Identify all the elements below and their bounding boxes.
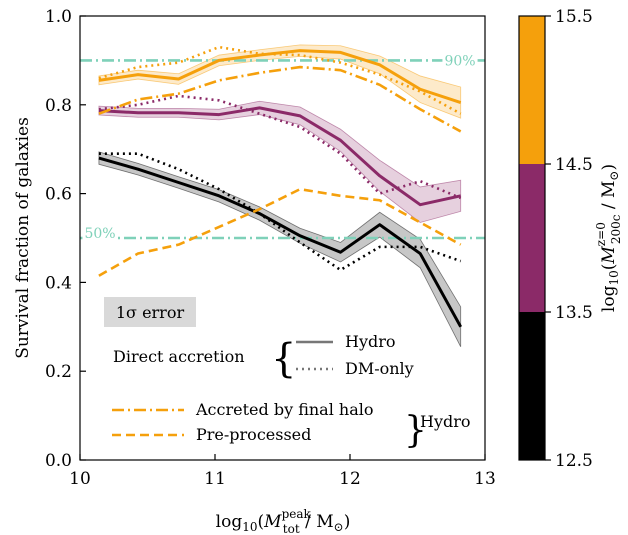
series-line-14.5-15.5-dashdot	[98, 65, 462, 133]
series-line-pre-processed-dashed	[98, 187, 462, 277]
series-line-13.5-14.5-solid	[98, 106, 462, 207]
error-legend-label: 1σ error	[116, 303, 185, 322]
colorbar-ticks: 12.5 13.5 14.5 15.5	[545, 7, 593, 471]
series-line-14.5-15.5-dotted	[98, 45, 462, 115]
error-band-0	[98, 151, 462, 347]
direct-accretion-brace: {	[271, 336, 296, 382]
colorbar-tick-label-0: 12.5	[555, 451, 593, 471]
colorbar-tick-label-3: 15.5	[555, 7, 593, 27]
legend-preprocessed-label: Pre-processed	[196, 425, 311, 444]
colorbar-segment-1	[519, 164, 545, 312]
series-lines	[98, 45, 463, 328]
x-axis-ticks: 10 11 12 13	[69, 454, 496, 489]
legend: 1σ error Direct accretion { Hydro DM-onl…	[104, 297, 471, 451]
reference-label-bg-0	[442, 53, 478, 70]
y-tick-label-0: 0.0	[45, 451, 72, 471]
y-tick-label-2: 0.4	[45, 273, 72, 293]
colorbar-frame	[518, 15, 546, 461]
direct-accretion-label: Direct accretion	[113, 347, 245, 366]
x-axis-label: log10(Mpeak tot / M⊙)	[216, 507, 351, 535]
x-tick-label-3: 13	[474, 469, 496, 489]
series-line-13.5-14.5-dotted	[98, 94, 462, 200]
x-tick-label-0: 10	[69, 469, 91, 489]
error-legend-box	[104, 297, 196, 327]
colorbar-tick-label-1: 13.5	[555, 303, 593, 323]
series-line-12.5-13.5-solid	[98, 156, 463, 328]
y-tick-label-5: 1.0	[45, 7, 72, 27]
reference-label-1: 50%	[84, 226, 115, 242]
series-line-12.5-13.5-dotted	[98, 152, 462, 272]
series-line-14.5-15.5-solid	[98, 49, 462, 105]
reference-label-0: 90%	[444, 53, 475, 69]
y-tick-label-3: 0.6	[45, 185, 72, 205]
legend-accreted-label: Accreted by final halo	[195, 400, 374, 419]
colorbar	[518, 15, 546, 461]
x-tick-label-1: 11	[204, 469, 226, 489]
colorbar-tick-label-2: 14.5	[555, 155, 593, 175]
error-band-2	[98, 100, 462, 223]
colorbar-label: log10(Mz=0200c / M⊙)	[594, 164, 623, 312]
colorbar-segment-0	[519, 312, 545, 460]
y-tick-label-1: 0.2	[45, 362, 72, 382]
y-tick-label-4: 0.8	[45, 96, 72, 116]
reference-lines: 90% 50%	[80, 53, 485, 242]
y-axis-ticks: 0.0 0.2 0.4 0.6 0.8 1.0	[45, 7, 86, 471]
colorbar-segment-2	[519, 16, 545, 164]
hydro-group-label: Hydro	[420, 412, 471, 431]
legend-dm-only-label: DM-only	[345, 359, 414, 378]
legend-hydro-label: Hydro	[345, 332, 396, 351]
reference-label-bg-1	[82, 226, 118, 242]
y-axis-label: Survival fraction of galaxies	[13, 117, 33, 359]
plot-frame	[79, 15, 486, 461]
hydro-group-brace: }	[404, 410, 427, 451]
x-tick-label-2: 12	[339, 469, 361, 489]
